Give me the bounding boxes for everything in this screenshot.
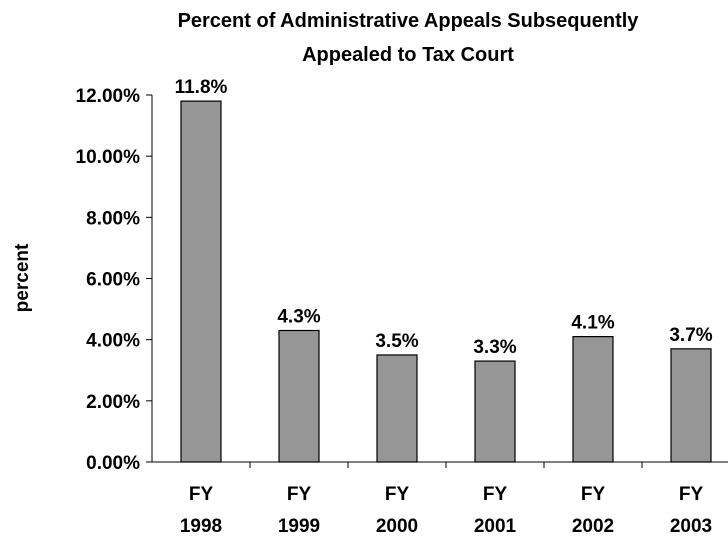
bar [376, 354, 418, 463]
value-label: 4.1% [571, 313, 614, 334]
y-tick-label: 8.00% [86, 208, 140, 229]
bar [572, 336, 614, 463]
x-tick-label: FY 2003 [670, 484, 712, 537]
y-tick-label: 10.00% [76, 147, 141, 168]
x-tick-label: FY 2001 [474, 484, 517, 537]
x-tick-label: FY 1998 [180, 484, 222, 537]
x-tick-label: FY 2000 [376, 484, 418, 537]
y-tick-label: 6.00% [86, 270, 140, 291]
bar [278, 329, 320, 463]
value-label: 3.3% [473, 337, 516, 358]
bar [670, 348, 712, 463]
value-label: 3.7% [669, 325, 712, 346]
y-tick-label: 0.00% [86, 453, 140, 474]
bar [474, 360, 516, 463]
value-label: 11.8% [175, 77, 228, 98]
y-tick-label: 12.00% [76, 86, 141, 107]
value-label: 4.3% [277, 306, 320, 327]
chart-title: Percent of Administrative Appeals Subseq… [178, 10, 640, 66]
y-tick-label: 2.00% [86, 392, 140, 413]
y-axis-label: percent [12, 243, 33, 312]
bar [180, 100, 222, 463]
x-tick-label: FY 1999 [278, 484, 320, 537]
x-tick-label: FY 2002 [572, 484, 614, 537]
y-tick-label: 4.00% [86, 331, 140, 352]
value-label: 3.5% [375, 331, 418, 352]
